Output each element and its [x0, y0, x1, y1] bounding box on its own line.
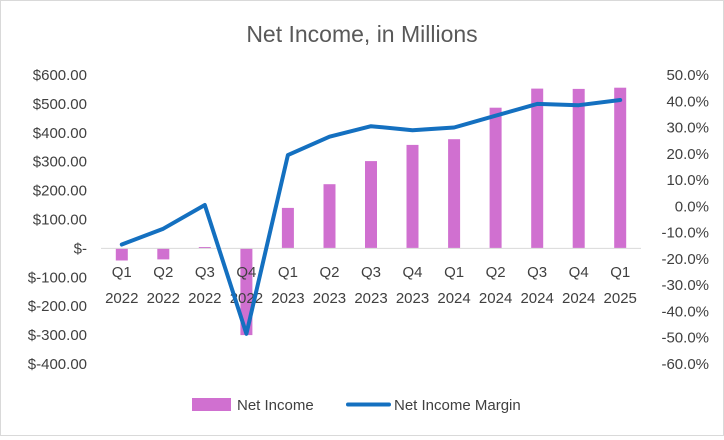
left-tick-label: $300.00	[33, 154, 87, 171]
category-label-year: 2024	[562, 290, 595, 307]
bar-2	[198, 247, 211, 249]
right-tick-label: -60.0%	[661, 356, 709, 373]
right-axis-ticks: 50.0% 40.0% 30.0% 20.0% 10.0% 0.0% -10.0% -20.0…	[661, 67, 709, 373]
category-label-quarter: Q1	[112, 264, 132, 281]
category-label-year: 2022	[188, 290, 221, 307]
right-tick-label: 40.0%	[666, 93, 709, 110]
category-label-quarter: Q4	[403, 264, 423, 281]
bars-group	[115, 87, 627, 336]
category-label-year: 2023	[396, 290, 429, 307]
category-label-year: 2023	[271, 290, 304, 307]
bar-12	[614, 87, 627, 249]
category-label-quarter: Q3	[195, 264, 215, 281]
category-label-quarter: Q2	[486, 264, 506, 281]
bar-4	[281, 207, 294, 249]
right-tick-label: -40.0%	[661, 303, 709, 320]
category-label-year: 2024	[479, 290, 512, 307]
legend: Net Income Net Income Margin	[192, 397, 521, 414]
bar-1	[157, 248, 170, 260]
legend-swatch-net-income	[192, 398, 231, 411]
left-axis-ticks: $600.00 $500.00 $400.00 $300.00 $200.00 $100.…	[28, 67, 87, 373]
right-tick-label: 20.0%	[666, 146, 709, 163]
category-label-year: 2023	[313, 290, 346, 307]
chart-title: Net Income, in Millions	[246, 21, 477, 47]
category-label-year: 2022	[105, 290, 138, 307]
category-label-quarter: Q3	[361, 264, 381, 281]
right-tick-label: -10.0%	[661, 225, 709, 242]
left-tick-label: $-200.00	[28, 298, 87, 315]
category-label-year: 2024	[437, 290, 470, 307]
category-label-year: 2023	[354, 290, 387, 307]
category-label-quarter: Q2	[319, 264, 339, 281]
right-tick-label: 10.0%	[666, 172, 709, 189]
left-tick-label: $100.00	[33, 212, 87, 229]
category-label-year: 2022	[147, 290, 180, 307]
right-tick-label: -30.0%	[661, 277, 709, 294]
category-label-quarter: Q2	[153, 264, 173, 281]
category-labels: Q12022Q22022Q32022Q42022Q12023Q22023Q320…	[105, 264, 637, 307]
category-label-quarter: Q1	[610, 264, 630, 281]
left-tick-label: $400.00	[33, 125, 87, 142]
left-tick-label: $-	[74, 240, 87, 257]
bar-11	[572, 88, 585, 249]
bar-6	[365, 161, 377, 249]
left-tick-label: $500.00	[33, 96, 87, 113]
bar-9	[489, 107, 502, 249]
left-tick-label: $600.00	[33, 67, 87, 84]
category-label-year: 2025	[604, 290, 637, 307]
category-label-quarter: Q4	[236, 264, 256, 281]
legend-label-net-income: Net Income	[237, 397, 314, 414]
right-tick-label: 30.0%	[666, 120, 709, 137]
right-tick-label: 50.0%	[666, 67, 709, 84]
category-label-quarter: Q1	[278, 264, 298, 281]
legend-label-net-income-margin: Net Income Margin	[394, 397, 521, 414]
left-tick-label: $-300.00	[28, 327, 87, 344]
bar-8	[448, 139, 461, 249]
category-label-quarter: Q4	[569, 264, 589, 281]
category-label-year: 2024	[520, 290, 553, 307]
right-tick-label: 0.0%	[675, 198, 709, 215]
bar-10	[531, 88, 544, 249]
category-label-quarter: Q3	[527, 264, 547, 281]
line-group	[119, 98, 623, 336]
category-label-quarter: Q1	[444, 264, 464, 281]
bar-0	[115, 248, 128, 261]
bar-5	[323, 184, 336, 249]
left-tick-label: $200.00	[33, 183, 87, 200]
right-tick-label: -50.0%	[661, 330, 709, 347]
left-tick-label: $-100.00	[28, 269, 87, 286]
bar-7	[406, 144, 419, 249]
left-tick-label: $-400.00	[28, 356, 87, 373]
right-tick-label: -20.0%	[661, 251, 709, 268]
series-line-net-income-margin	[119, 98, 623, 336]
